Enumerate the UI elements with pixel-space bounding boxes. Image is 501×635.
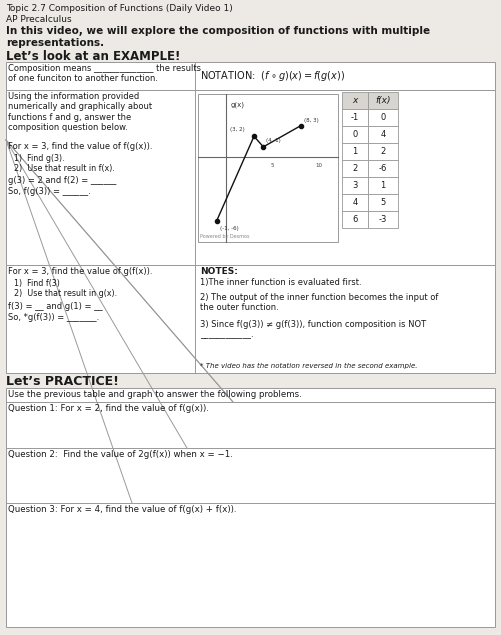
Bar <box>342 109 368 126</box>
Text: Question 2:  Find the value of 2g(f(x)) when x = −1.: Question 2: Find the value of 2g(f(x)) w… <box>8 450 233 459</box>
Bar <box>368 194 398 211</box>
Text: Question 3: For x = 4, find the value of f(g(x) + f(x)).: Question 3: For x = 4, find the value of… <box>8 505 236 514</box>
Bar <box>198 94 338 242</box>
Text: g(x): g(x) <box>230 102 244 109</box>
Bar <box>368 143 398 160</box>
Text: 2)  Use that result in g(x).: 2) Use that result in g(x). <box>14 289 117 298</box>
Bar <box>342 143 368 160</box>
Text: NOTATION:  $(f \circ g)(x) = f(g(x))$: NOTATION: $(f \circ g)(x) = f(g(x))$ <box>200 69 345 83</box>
Text: 10: 10 <box>316 163 323 168</box>
Text: 1: 1 <box>352 147 358 156</box>
Text: Let’s PRACTICE!: Let’s PRACTICE! <box>6 375 119 388</box>
Bar <box>368 126 398 143</box>
Text: f(3) = __ and g(1) = __: f(3) = __ and g(1) = __ <box>8 302 103 311</box>
Text: For x = 3, find the value of f(g(x)).: For x = 3, find the value of f(g(x)). <box>8 142 152 151</box>
Text: Powered by Desmos: Powered by Desmos <box>200 234 249 239</box>
Text: Use the previous table and graph to answer the following problems.: Use the previous table and graph to answ… <box>8 390 302 399</box>
Bar <box>368 160 398 177</box>
Text: AP Precalculus: AP Precalculus <box>6 15 72 24</box>
Bar <box>6 388 495 627</box>
Text: 3) Since f(g(3)) ≠ g(f(3)), function composition is NOT
____________.: 3) Since f(g(3)) ≠ g(f(3)), function com… <box>200 320 426 339</box>
Text: 5: 5 <box>271 163 275 168</box>
Bar <box>342 126 368 143</box>
Text: 4: 4 <box>380 130 386 139</box>
Text: 2)  Use that result in f(x).: 2) Use that result in f(x). <box>14 164 115 173</box>
Text: Using the information provided
numerically and graphically about
functions f and: Using the information provided numerical… <box>8 92 152 132</box>
Bar <box>342 177 368 194</box>
Text: 2) The output of the inner function becomes the input of
the outer function.: 2) The output of the inner function beco… <box>200 293 438 312</box>
Text: Let’s look at an EXAMPLE!: Let’s look at an EXAMPLE! <box>6 50 180 63</box>
Bar <box>6 62 495 90</box>
Text: f(x): f(x) <box>375 96 391 105</box>
Text: 6: 6 <box>352 215 358 224</box>
Text: Composition means ______________ the results
of one funciton to another function: Composition means ______________ the res… <box>8 64 201 83</box>
Bar <box>6 265 495 373</box>
Text: NOTES:: NOTES: <box>200 267 238 276</box>
Text: -1: -1 <box>351 113 359 122</box>
Text: 1: 1 <box>380 181 386 190</box>
Text: -3: -3 <box>379 215 387 224</box>
Text: 1)  Find g(3).: 1) Find g(3). <box>14 154 65 163</box>
Text: 1)The inner function is evaluated first.: 1)The inner function is evaluated first. <box>200 278 362 287</box>
Text: 2: 2 <box>380 147 386 156</box>
Bar <box>342 92 368 109</box>
Text: For x = 3, find the value of g(f(x)).: For x = 3, find the value of g(f(x)). <box>8 267 152 276</box>
Text: (8, 3): (8, 3) <box>304 117 319 123</box>
Text: (-1, -6): (-1, -6) <box>219 226 238 231</box>
Text: 1)  Find f(3): 1) Find f(3) <box>14 279 60 288</box>
Bar <box>368 211 398 228</box>
Text: So, f(g(3)) = ______.: So, f(g(3)) = ______. <box>8 187 91 196</box>
Text: Topic 2.7 Composition of Functions (Daily Video 1): Topic 2.7 Composition of Functions (Dail… <box>6 4 233 13</box>
Text: * The video has the notation reversed in the second example.: * The video has the notation reversed in… <box>200 363 417 369</box>
Bar <box>6 90 495 265</box>
Bar <box>342 194 368 211</box>
Bar <box>342 160 368 177</box>
Text: 5: 5 <box>380 198 386 207</box>
Bar <box>368 177 398 194</box>
Bar <box>368 109 398 126</box>
Text: 0: 0 <box>380 113 386 122</box>
Bar <box>342 211 368 228</box>
Text: 2: 2 <box>352 164 358 173</box>
Text: 4: 4 <box>352 198 358 207</box>
Text: (3, 2): (3, 2) <box>230 127 245 132</box>
Text: -6: -6 <box>379 164 387 173</box>
Text: So, *g(f(3)) = _______.: So, *g(f(3)) = _______. <box>8 313 99 322</box>
Text: 3: 3 <box>352 181 358 190</box>
Text: x: x <box>352 96 358 105</box>
Text: 0: 0 <box>352 130 358 139</box>
Text: In this video, we will explore the composition of functions with multiple
repres: In this video, we will explore the compo… <box>6 26 430 48</box>
Text: g(3) = 2 and f(2) = ______: g(3) = 2 and f(2) = ______ <box>8 176 116 185</box>
Text: (4, 1): (4, 1) <box>267 138 281 143</box>
Text: Question 1: For x = 2, find the value of f(g(x)).: Question 1: For x = 2, find the value of… <box>8 404 209 413</box>
Bar <box>368 92 398 109</box>
